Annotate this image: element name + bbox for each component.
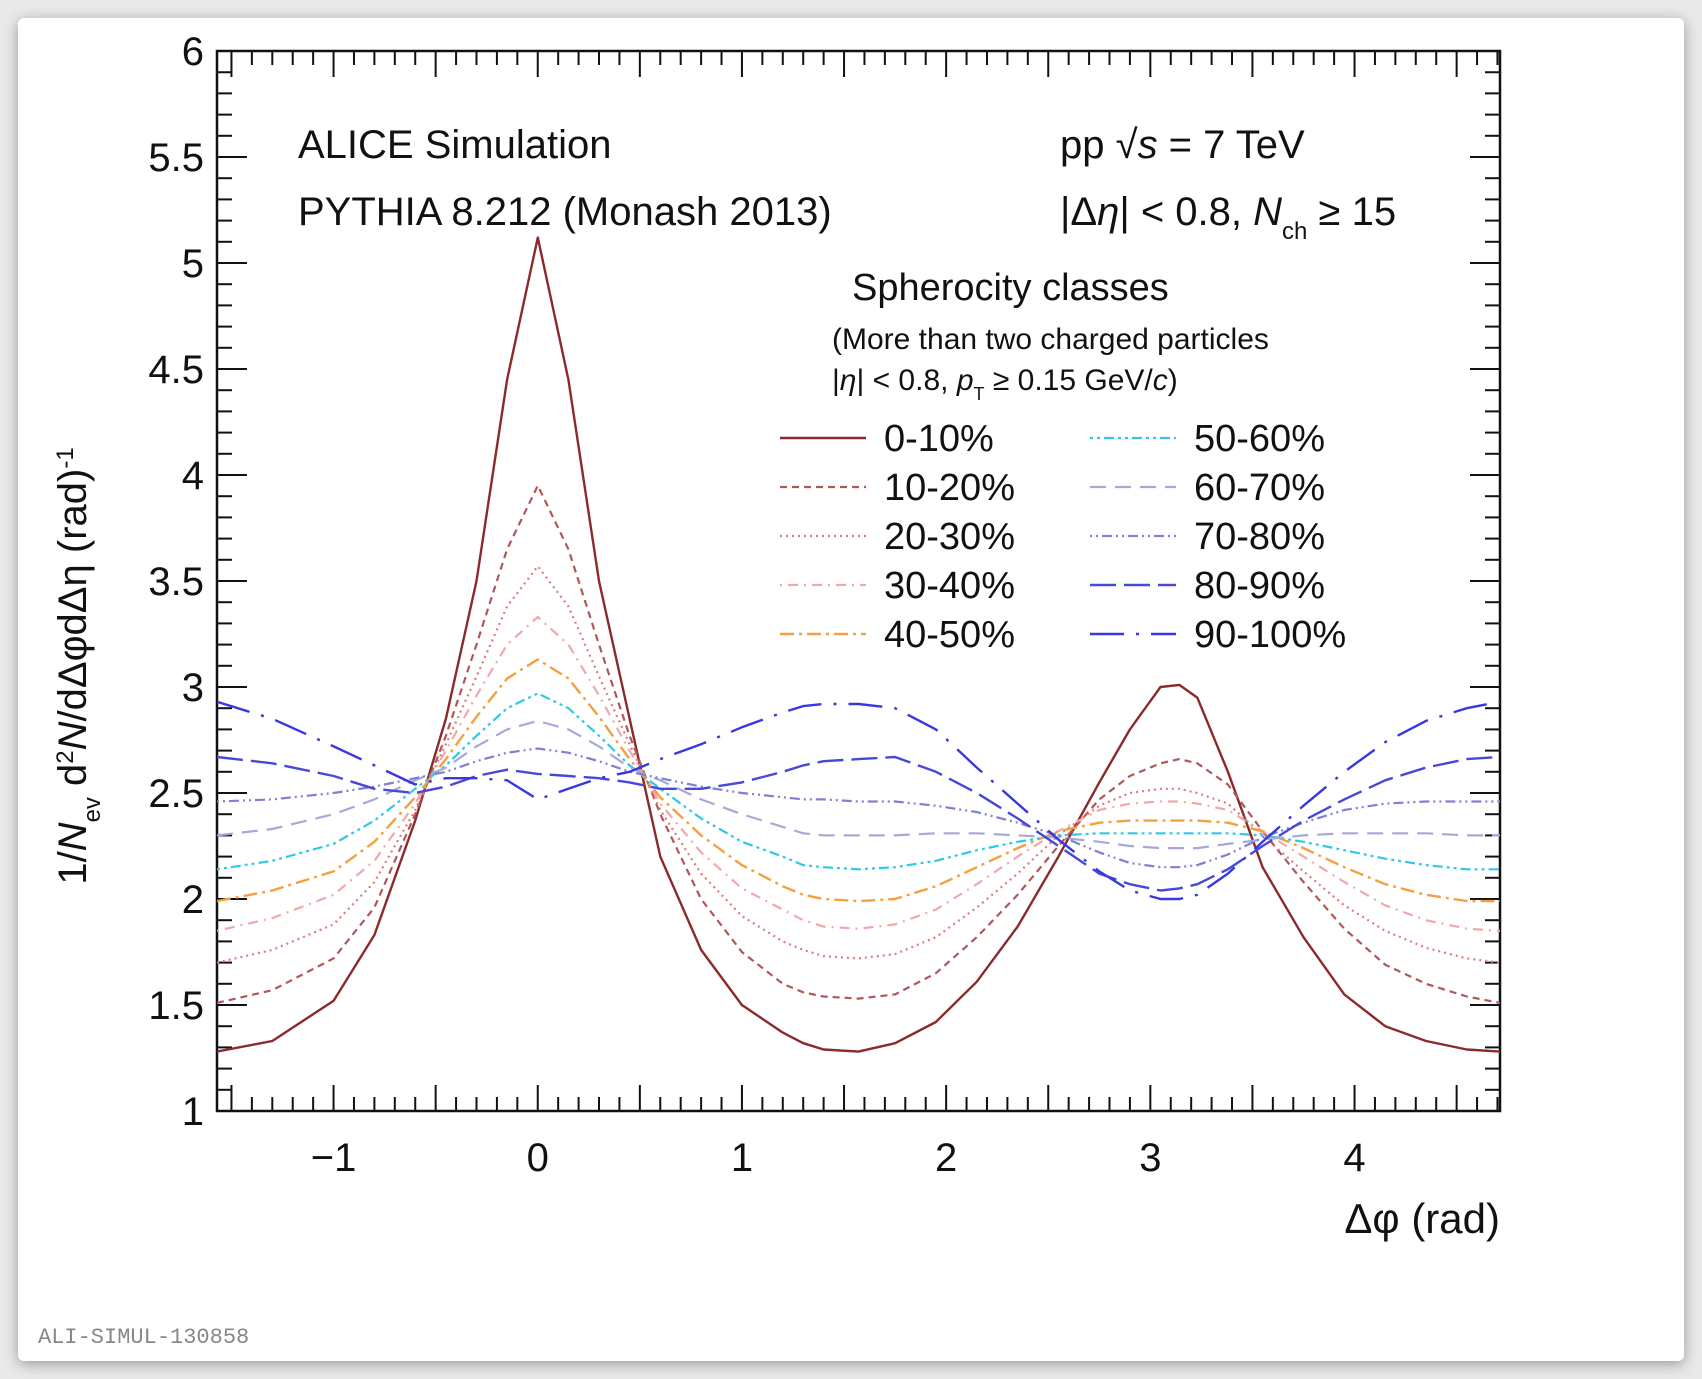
legend-label: 10-20% (884, 467, 1015, 509)
legend-title: Spherocity classes (852, 267, 1169, 309)
y-tick-label: 1.5 (148, 984, 204, 1028)
legend-label: 70-80% (1194, 516, 1325, 558)
series-line-50-60pct (217, 692, 1500, 871)
y-tick-label: 6 (182, 30, 204, 74)
spherocity-correlation-chart: −1 0 1 2 3 4 1 1.5 2 2.5 3 3.5 4 4.5 5 5.5 6 ALICE Simu… (38, 30, 1502, 1350)
y-tick-label: 3 (182, 666, 204, 710)
legend-label: 80-90% (1194, 565, 1325, 607)
series-line-40-50pct (217, 658, 1500, 903)
y-tick-label: 5.5 (148, 136, 204, 180)
y-tick-label: 4 (182, 454, 204, 498)
series-lines (217, 236, 1500, 1053)
y-tick-label: 1 (182, 1090, 204, 1134)
x-tick-label: 0 (527, 1136, 549, 1180)
y-tick-label: 3.5 (148, 560, 204, 604)
x-tick-label: 4 (1343, 1136, 1365, 1180)
axis-ticks (217, 50, 1500, 1112)
series-line-0-10pct (217, 236, 1500, 1053)
y-tick-label: 4.5 (148, 348, 204, 392)
legend-label: 50-60% (1194, 418, 1325, 460)
x-tick-labels: −1 0 1 2 3 4 (311, 1136, 1366, 1180)
x-tick-label: 1 (731, 1136, 753, 1180)
legend-label: 0-10% (884, 418, 994, 460)
annotation-generator: PYTHIA 8.212 (Monash 2013) (298, 190, 832, 234)
annotation-experiment: ALICE Simulation (298, 123, 611, 167)
y-tick-label: 2 (182, 878, 204, 922)
y-tick-label: 5 (182, 242, 204, 286)
figure-card: −1 0 1 2 3 4 1 1.5 2 2.5 3 3.5 4 4.5 5 5.5 6 ALICE Simu… (18, 18, 1684, 1361)
annotation-cuts: |Δη| < 0.8, Nch ≥ 15 (1060, 190, 1396, 245)
legend-label: 40-50% (884, 614, 1015, 656)
series-line-60-70pct (217, 719, 1500, 850)
series-line-90-100pct (217, 700, 1500, 901)
legend: Spherocity classes (More than two charge… (780, 267, 1346, 656)
x-axis-label: Δφ (rad) (1344, 1195, 1500, 1242)
legend-note-2: |η| < 0.8, pT ≥ 0.15 GeV/c) (832, 364, 1178, 404)
series-line-70-80pct (217, 747, 1500, 869)
legend-label: 60-70% (1194, 467, 1325, 509)
legend-entries: 0-10% 10-20% 20-30% 30-40% 40-50% 50-60% 60-70… (780, 418, 1346, 656)
figure-id: ALI-SIMUL-130858 (38, 1325, 249, 1350)
x-tick-label: 2 (935, 1136, 957, 1180)
x-tick-label: −1 (311, 1136, 357, 1180)
series-line-30-40pct (217, 615, 1500, 932)
y-axis-label: 1/Nev d2N/dΔφdΔη (rad)-1 (51, 447, 106, 884)
legend-label: 20-30% (884, 516, 1015, 558)
annotation-energy: pp √s = 7 TeV (1060, 123, 1305, 167)
legend-note-1: (More than two charged particles (832, 323, 1269, 356)
legend-label: 90-100% (1194, 614, 1346, 656)
y-tick-label: 2.5 (148, 772, 204, 816)
series-line-80-90pct (217, 755, 1500, 892)
x-tick-label: 3 (1139, 1136, 1161, 1180)
legend-label: 30-40% (884, 565, 1015, 607)
y-tick-labels: 1 1.5 2 2.5 3 3.5 4 4.5 5 5.5 6 (148, 30, 204, 1134)
series-line-10-20pct (217, 484, 1500, 1004)
